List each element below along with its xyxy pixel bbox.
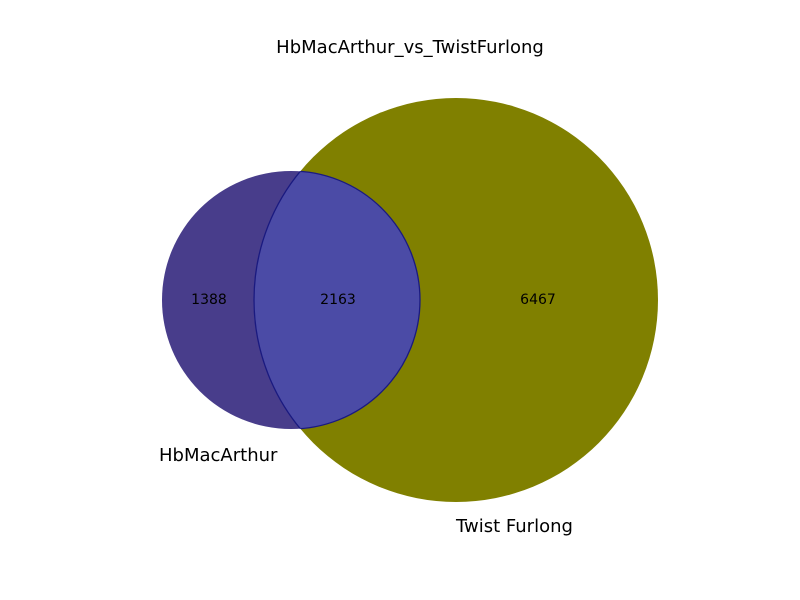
count-only-b: 6467: [520, 292, 556, 308]
set-a-label: HbMacArthur: [159, 445, 278, 466]
count-only-a: 1388: [191, 292, 227, 308]
set-b-label: Twist Furlong: [455, 516, 573, 537]
chart-title: HbMacArthur_vs_TwistFurlong: [276, 37, 544, 58]
count-intersection: 2163: [320, 292, 356, 308]
intersection-region: [253, 171, 420, 429]
